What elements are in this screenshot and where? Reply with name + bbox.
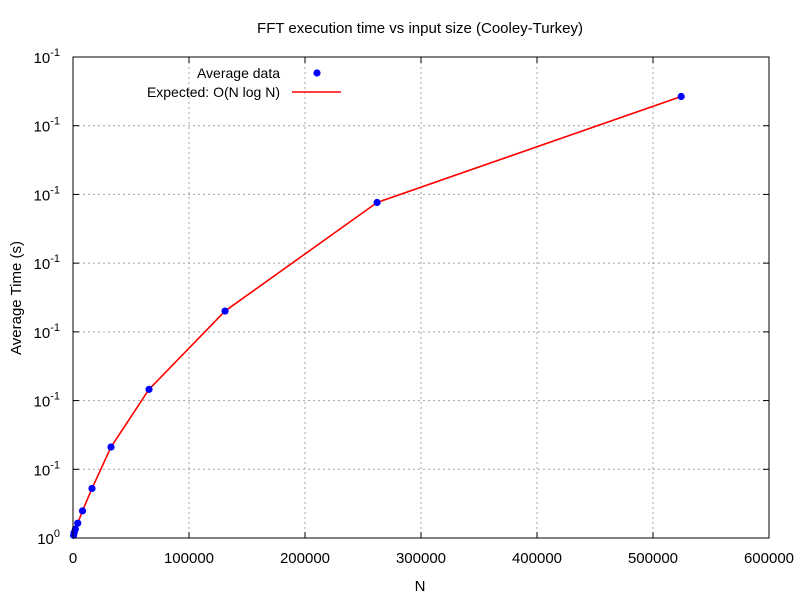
data-point bbox=[88, 484, 96, 493]
y-tick-label: 10-1 bbox=[34, 184, 60, 204]
y-tick-label: 10-1 bbox=[34, 391, 60, 411]
legend-label: Average data bbox=[197, 65, 280, 81]
data-point bbox=[145, 385, 153, 393]
x-tick-label: 500000 bbox=[628, 550, 678, 567]
data-point bbox=[677, 92, 685, 101]
data-point bbox=[373, 198, 381, 207]
x-tick-label: 200000 bbox=[280, 550, 330, 567]
y-axis-label: Average Time (s) bbox=[8, 241, 25, 355]
x-tick-labels: 0 100000 200000 300000 400000 500000 600000 bbox=[69, 550, 794, 567]
x-tick-label: 300000 bbox=[396, 550, 446, 567]
chart-title: FFT execution time vs input size (Cooley… bbox=[257, 20, 583, 37]
y-tick-label: 10-1 bbox=[34, 253, 60, 273]
data-point bbox=[221, 307, 229, 315]
y-tick-label: 100 bbox=[37, 528, 60, 548]
x-tick-label: 100000 bbox=[164, 550, 214, 567]
legend: Average data Expected: O(N log N) bbox=[147, 65, 341, 100]
y-tick-label: 10-1 bbox=[34, 459, 60, 479]
x-tick-label: 600000 bbox=[744, 550, 794, 567]
y-tick-labels: 100 10-1 10-1 10-1 10-1 10-1 10-1 10-1 bbox=[34, 47, 60, 548]
legend-label: Expected: O(N log N) bbox=[147, 84, 280, 100]
series-points bbox=[69, 92, 685, 539]
x-tick-label: 0 bbox=[69, 550, 77, 567]
data-point bbox=[107, 443, 115, 451]
data-point bbox=[74, 519, 82, 527]
y-tick-label: 10-1 bbox=[34, 116, 60, 136]
legend-marker-points bbox=[313, 69, 321, 77]
data-point bbox=[78, 507, 87, 515]
y-tick-label: 10-1 bbox=[34, 47, 60, 67]
x-tick-label: 400000 bbox=[512, 550, 562, 567]
grid-lines bbox=[73, 57, 769, 538]
data-point bbox=[71, 525, 79, 533]
y-tick-label: 10-1 bbox=[34, 322, 60, 342]
axis-ticks bbox=[72, 56, 770, 539]
x-axis-label: N bbox=[415, 578, 426, 595]
